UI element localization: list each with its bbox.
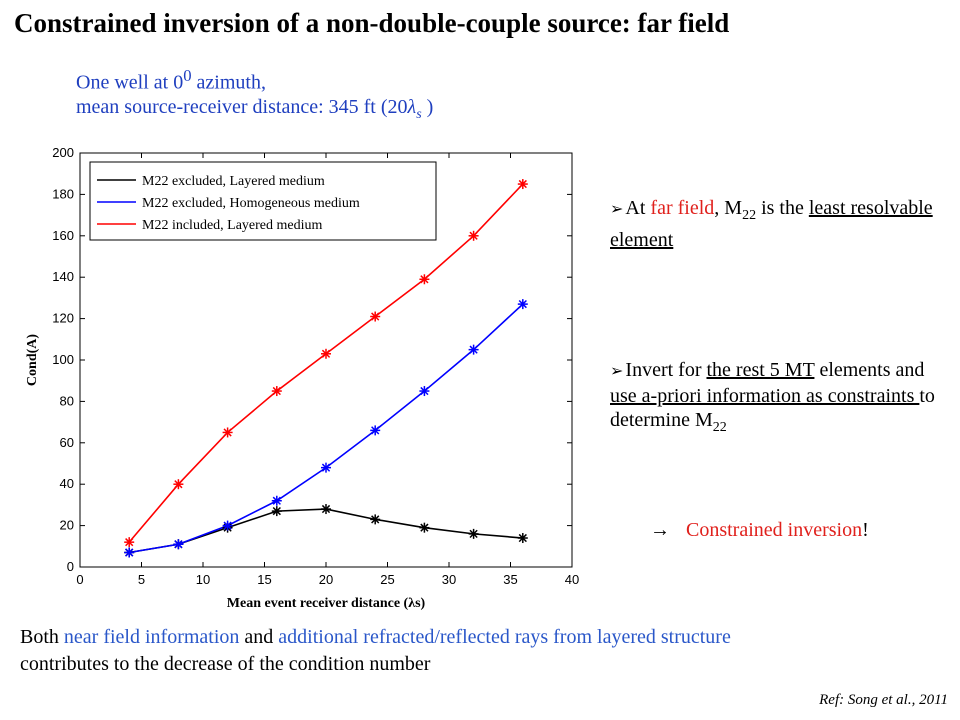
- subtitle-line-2-tail: ): [421, 95, 434, 118]
- data-point-1: [468, 528, 479, 539]
- data-point-1: [419, 522, 430, 533]
- far-field-highlight: far field: [650, 197, 715, 219]
- legend-label: M22 included, Layered medium: [142, 218, 323, 233]
- bullet2-mid: elements and: [814, 359, 925, 381]
- legend: M22 excluded, Layered medium M22 excluded…: [89, 161, 437, 241]
- bullet-invert: ➢ Invert for the rest 5 MT elements and u…: [610, 358, 950, 440]
- exclamation: !: [862, 519, 869, 541]
- near-field-highlight: near field information: [63, 626, 240, 648]
- x-tick-label: 0: [76, 572, 83, 587]
- y-tick-label: 120: [52, 311, 74, 326]
- least-resolvable-underlined: least resolvable element: [610, 197, 933, 251]
- data-point-3: [124, 537, 135, 548]
- bullet-far-field: ➢ At far field, M22 is the least resolvab…: [610, 196, 950, 252]
- data-point-2: [517, 299, 528, 310]
- subtitle-line-2: mean source-receiver distance: 345 ft (2…: [76, 95, 433, 127]
- legend-label: M22 excluded, Layered medium: [142, 174, 325, 189]
- degree-superscript: 0: [183, 66, 192, 85]
- m22-subscript: 22: [712, 420, 727, 435]
- data-point-3: [321, 348, 331, 359]
- bullet1-mid: is the: [756, 197, 809, 219]
- right-arrow-icon: →: [650, 519, 670, 541]
- data-point-3: [517, 179, 528, 190]
- y-tick-label: 40: [60, 476, 74, 491]
- slide-title: Constrained inversion of a non-double-co…: [14, 8, 730, 38]
- x-tick-label: 25: [380, 572, 394, 587]
- y-tick-label: 100: [52, 352, 74, 367]
- bullet-arrow-icon: ➢: [610, 363, 624, 380]
- legend-box: [89, 161, 437, 241]
- x-tick-label: 30: [442, 572, 456, 587]
- x-axis-label: Mean event receiver distance (λs): [227, 596, 426, 611]
- subtitle-line-2-text: mean source-receiver distance: 345 ft (2…: [76, 95, 408, 118]
- x-tick-label: 10: [196, 572, 210, 587]
- x-tick-label: 35: [503, 572, 517, 587]
- reference: Ref: Song et al., 2011: [819, 692, 948, 708]
- y-tick-label: 0: [67, 559, 74, 574]
- subtitle-line-1-tail: azimuth,: [191, 71, 266, 94]
- data-point-3: [222, 427, 233, 438]
- x-tick-label: 20: [319, 572, 333, 587]
- data-point-1: [517, 533, 528, 544]
- bullet2-tail: to determine M: [610, 385, 935, 431]
- rest-mt-underlined: the rest 5 MT: [706, 359, 815, 381]
- data-point-3: [271, 386, 282, 397]
- data-point-2: [321, 462, 331, 473]
- constrained-inversion-text: Constrained inversion: [686, 519, 863, 541]
- subtitle-line-1-text: One well at 0: [76, 71, 184, 94]
- subtitle: One well at 00 azimuth, mean source-rece…: [76, 64, 433, 127]
- data-point-1: [370, 514, 381, 525]
- y-tick-label: 60: [60, 435, 74, 450]
- y-tick-label: 20: [60, 518, 74, 533]
- footer-text-1: Both: [20, 626, 64, 648]
- bullet2-text: Invert for: [625, 359, 707, 381]
- y-axis-label: Cond(A): [25, 334, 40, 386]
- data-point-2: [271, 495, 282, 506]
- lambda-symbol: λ: [407, 95, 417, 118]
- bullet1-text: At: [625, 197, 651, 219]
- conclusion: → Constrained inversion!: [650, 518, 950, 542]
- bullet-arrow-icon: ➢: [610, 201, 624, 218]
- data-point-2: [173, 539, 184, 550]
- data-point-3: [468, 230, 479, 241]
- data-point-1: [271, 506, 282, 517]
- refracted-rays-highlight: additional refracted/reflected rays from…: [278, 626, 731, 648]
- x-tick-label: 5: [138, 572, 145, 587]
- data-point-2: [419, 386, 430, 397]
- series-markers: [124, 179, 528, 558]
- data-point-2: [124, 547, 135, 558]
- data-point-2: [468, 344, 479, 355]
- data-point-3: [173, 479, 184, 490]
- lambda-subscript: s: [416, 106, 422, 122]
- footer-note: Both near field information and addition…: [20, 624, 820, 678]
- constraints-underlined: use a-priori information as constraints: [610, 385, 920, 407]
- y-tick-label: 180: [52, 186, 74, 201]
- y-tick-label: 200: [52, 145, 74, 160]
- y-tick-label: 80: [60, 393, 74, 408]
- legend-label: M22 excluded, Homogeneous medium: [142, 196, 360, 211]
- axes: 0 5 10 15 20 25 30 35 40 0 20 40 60 80 100 120 140 160 180…: [52, 145, 579, 587]
- data-point-2: [370, 425, 381, 436]
- footer-text-3: contributes to the decrease of the condi…: [20, 653, 431, 675]
- bullet1-m: , M: [714, 197, 743, 219]
- footer-text-2: and: [239, 626, 279, 648]
- m22-subscript: 22: [742, 208, 757, 223]
- subtitle-line-1: One well at 00 azimuth,: [76, 64, 433, 95]
- data-point-3: [370, 311, 381, 322]
- y-tick-label: 140: [52, 269, 74, 284]
- data-point-1: [321, 504, 331, 515]
- x-tick-label: 15: [257, 572, 271, 587]
- y-tick-label: 160: [52, 228, 74, 243]
- data-point-3: [419, 274, 430, 285]
- x-tick-label: 40: [565, 572, 579, 587]
- data-point-2: [222, 520, 233, 531]
